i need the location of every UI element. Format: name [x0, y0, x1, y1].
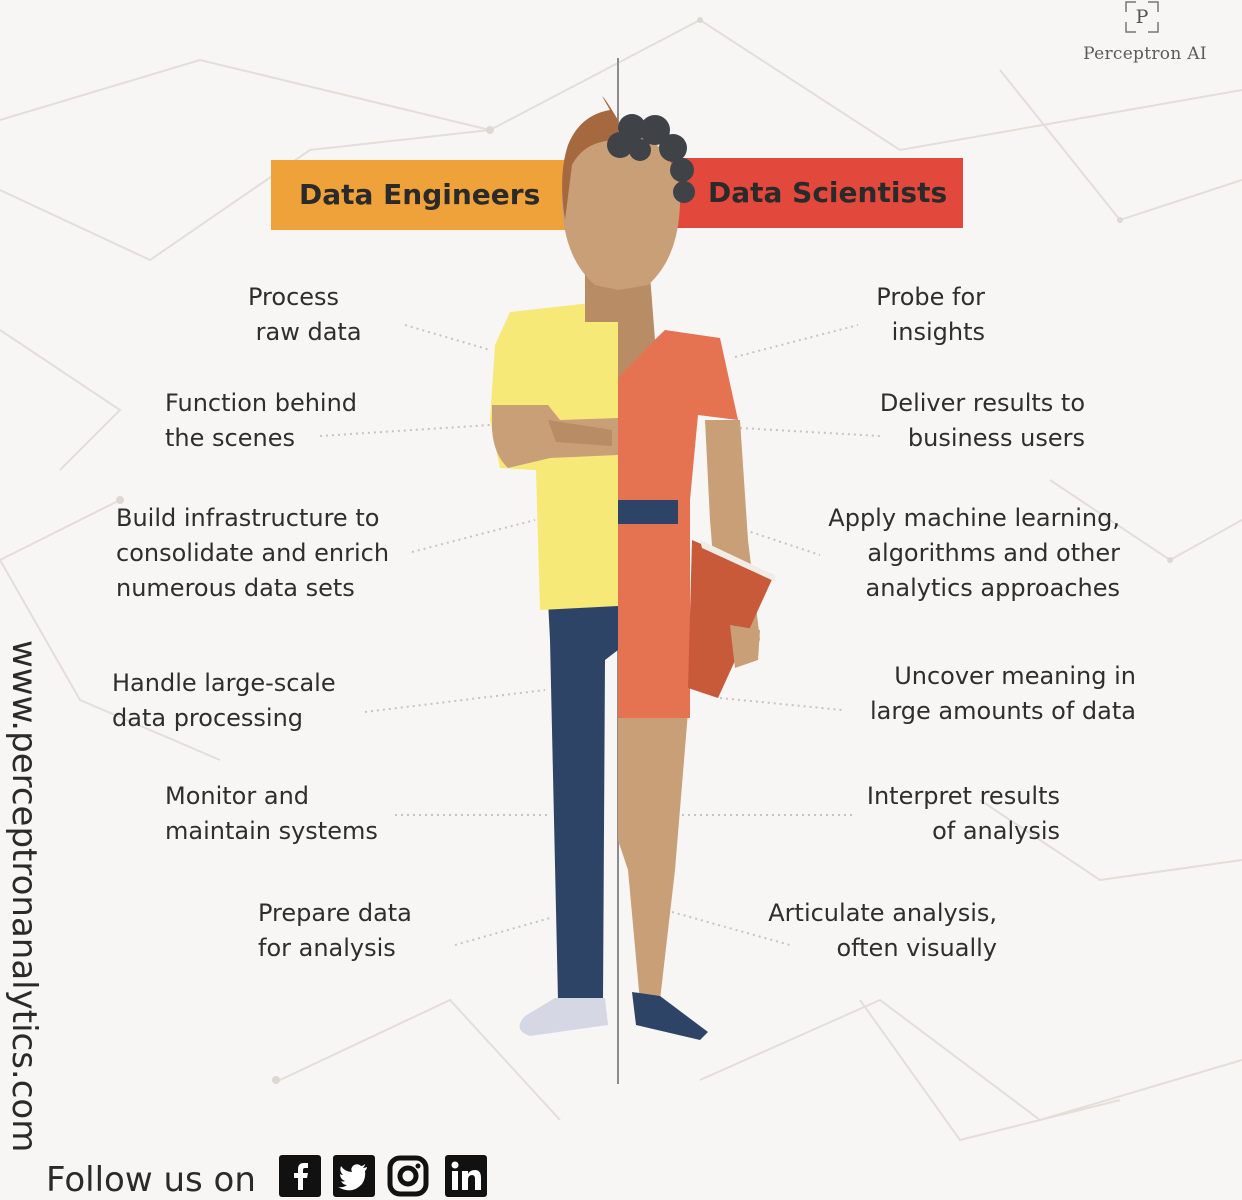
- instagram-icon[interactable]: [386, 1154, 430, 1198]
- brand-name: Perceptron AI: [1083, 44, 1207, 64]
- engineer-task-build-infrastructure: Build infrastructure to consolidate and …: [116, 504, 390, 602]
- follow-us-label: Follow us on: [46, 1160, 256, 1200]
- facebook-icon[interactable]: [278, 1154, 322, 1198]
- engineer-task-monitor-systems: Monitor and maintain systems: [165, 782, 378, 845]
- data-engineers-banner: Data Engineers: [271, 160, 571, 230]
- scientist-task-interpret-results: Interpret results of analysis: [866, 782, 1060, 845]
- website-url[interactable]: www.perceptronanalytics.com: [4, 640, 44, 1153]
- engineer-task-function-behind-scenes: Function behind the scenes: [165, 389, 358, 452]
- engineer-task-process-raw-data: Process raw data: [248, 283, 362, 346]
- data-scientists-banner: Data Scientists: [660, 158, 963, 228]
- engineer-task-large-scale-processing: Handle large-scale data processing: [112, 669, 336, 732]
- scientist-task-apply-ml: Apply machine learning, algorithms and o…: [828, 504, 1120, 602]
- twitter-icon[interactable]: [332, 1154, 376, 1198]
- linkedin-icon[interactable]: [444, 1154, 488, 1198]
- engineer-task-prepare-data: Prepare data for analysis: [258, 899, 412, 962]
- scientist-task-articulate-analysis: Articulate analysis, often visually: [768, 899, 997, 962]
- brand-logo: P Perceptron AI: [1070, 0, 1220, 70]
- scientist-task-uncover-meaning: Uncover meaning in large amounts of data: [869, 662, 1136, 725]
- logo-frame-icon: [1125, 1, 1159, 33]
- logo-letter: P: [1135, 6, 1149, 28]
- scientist-task-probe-insights: Probe for insights: [876, 283, 985, 346]
- scientist-task-deliver-results: Deliver results to business users: [879, 389, 1085, 452]
- connector-lines: [319, 324, 881, 946]
